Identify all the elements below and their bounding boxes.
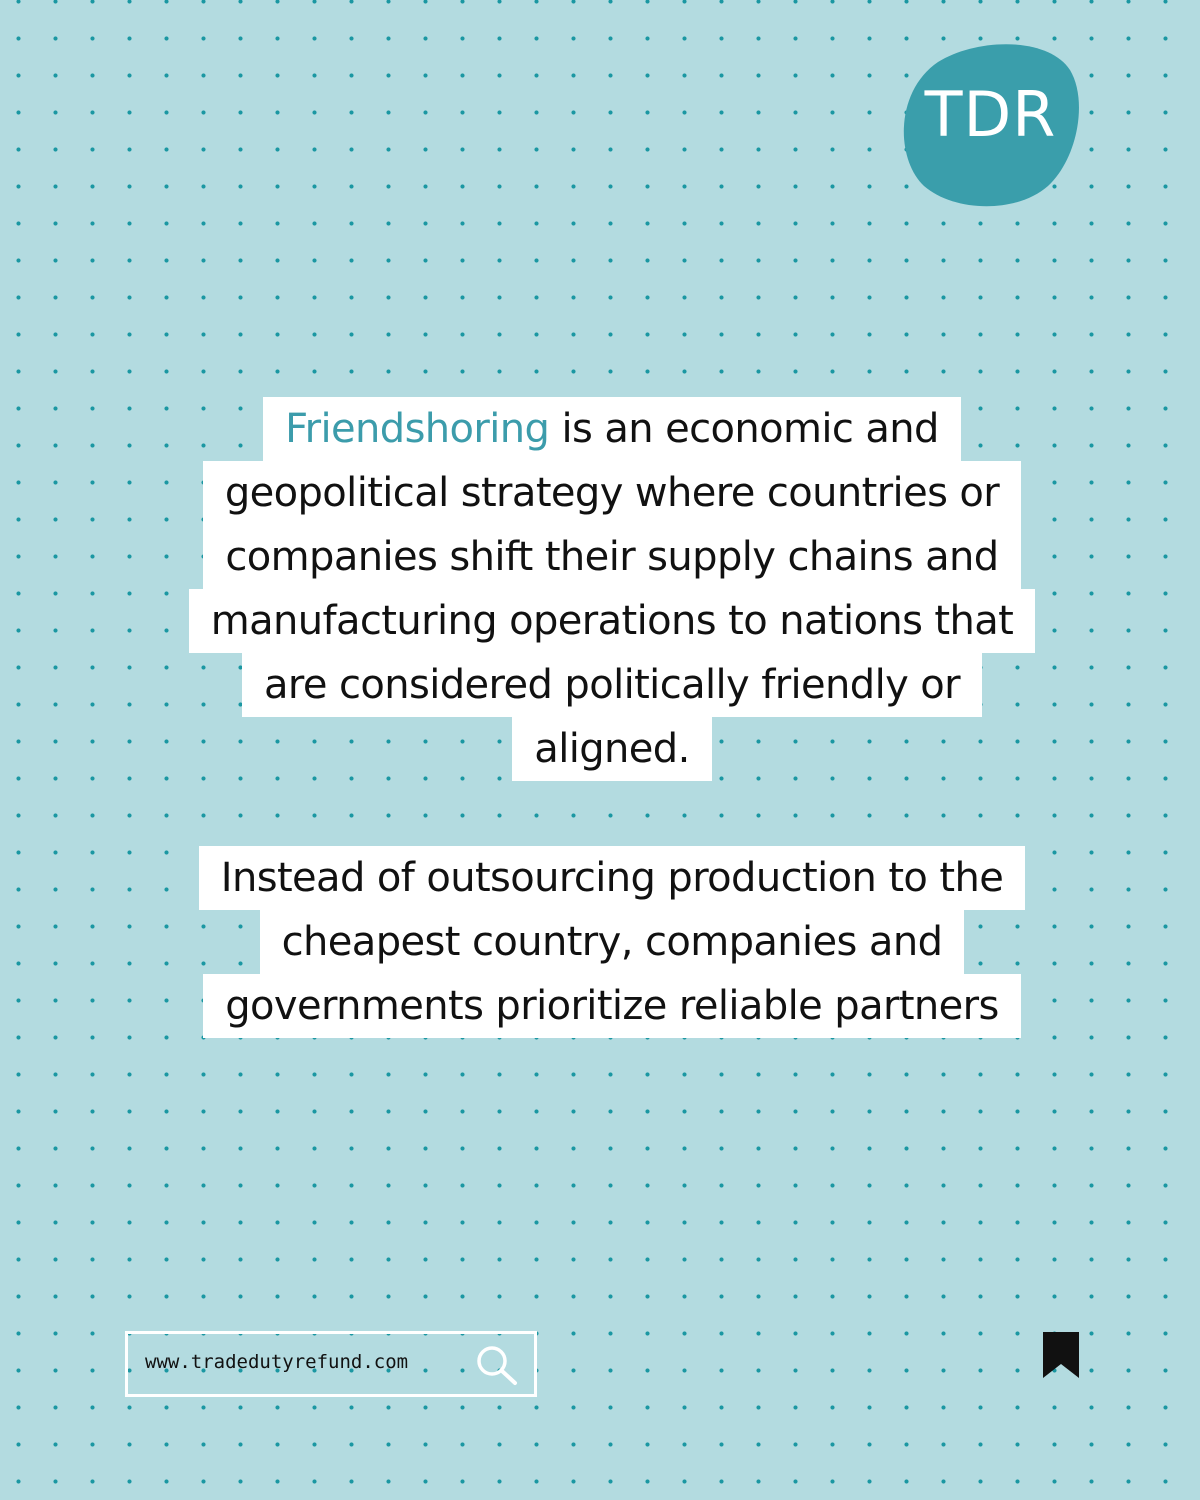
text-line: are considered politically friendly or [241, 653, 983, 717]
text-line: geopolitical strategy where countries or [202, 461, 1022, 525]
text-segment: is an economic and [549, 406, 939, 452]
logo-blob-shape [903, 44, 1079, 207]
text-line: Friendshoring is an economic and [263, 397, 961, 461]
highlight-term: Friendshoring [285, 406, 550, 452]
search-icon[interactable] [474, 1343, 520, 1387]
text-line: governments prioritize reliable partners [203, 974, 1021, 1038]
definition-paragraph: Friendshoring is an economic and geopoli… [120, 397, 1104, 781]
brand-logo: TDR [898, 40, 1083, 208]
explanation-paragraph: Instead of outsourcing production to the… [120, 846, 1104, 1038]
website-url[interactable]: www.tradedutyrefund.com [145, 1351, 409, 1373]
bookmark-icon[interactable] [1041, 1330, 1081, 1380]
logo-text: TDR [924, 78, 1057, 151]
website-url-box[interactable]: www.tradedutyrefund.com [125, 1331, 537, 1397]
text-line: Instead of outsourcing production to the [198, 846, 1026, 910]
text-line: cheapest country, companies and [259, 910, 965, 974]
text-line: companies shift their supply chains and [203, 525, 1021, 589]
text-line: aligned. [512, 717, 712, 781]
text-line: manufacturing operations to nations that [188, 589, 1036, 653]
